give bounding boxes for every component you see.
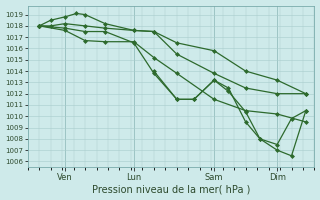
X-axis label: Pression niveau de la mer( hPa ): Pression niveau de la mer( hPa ) <box>92 184 250 194</box>
